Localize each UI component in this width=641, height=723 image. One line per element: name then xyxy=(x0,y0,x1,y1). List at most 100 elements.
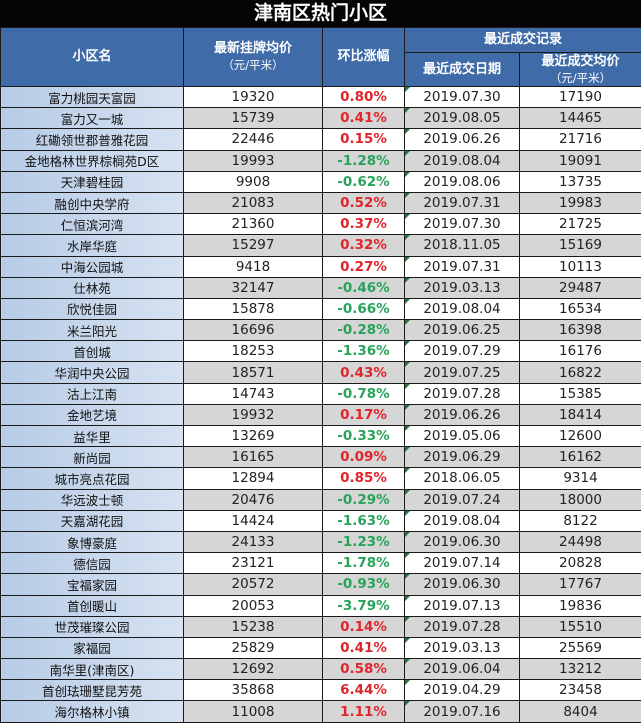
list-price-cell: 25829 xyxy=(183,636,323,660)
deal-date-cell: 2019.06.26 xyxy=(404,403,520,427)
table-row: 象博豪庭 24133 -1.23% 2019.06.30 24498 xyxy=(0,530,641,554)
list-price-cell: 11008 xyxy=(183,700,323,723)
deal-price-cell: 29487 xyxy=(518,276,641,299)
list-price-cell: 35868 xyxy=(183,679,323,702)
deal-date-cell: 2019.07.28 xyxy=(404,382,520,405)
deal-date-cell: 2019.06.30 xyxy=(404,530,520,554)
change-cell: -1.36% xyxy=(322,340,405,363)
list-price-cell: 20572 xyxy=(183,573,323,596)
deal-price-cell: 8122 xyxy=(518,509,641,532)
change-cell: -3.79% xyxy=(322,594,405,617)
list-price-cell: 14424 xyxy=(183,509,323,532)
list-price-cell: 18253 xyxy=(183,340,323,363)
deal-date-cell: 2019.07.31 xyxy=(404,255,520,278)
deal-price-cell: 19836 xyxy=(518,594,641,617)
name-cell: 金地艺境 xyxy=(0,403,184,427)
name-cell: 沽上江南 xyxy=(0,382,184,405)
name-cell: 新尚园 xyxy=(0,446,184,469)
change-cell: -0.66% xyxy=(322,297,405,321)
table-row: 米兰阳光 16696 -0.28% 2019.06.25 16398 xyxy=(0,319,641,342)
deal-date-cell: 2019.05.06 xyxy=(404,424,520,448)
table-body: 富力桃园天富园 19320 0.80% 2019.07.30 17190 富力又一城 157… xyxy=(0,85,641,723)
deal-price-cell: 15385 xyxy=(518,382,641,405)
change-cell: 1.11% xyxy=(322,700,405,723)
table-row: 新尚园 16165 0.09% 2019.06.29 16162 xyxy=(0,446,641,469)
deal-price-cell: 13212 xyxy=(518,658,641,681)
deal-date-cell: 2019.08.05 xyxy=(404,107,520,130)
name-cell: 德信园 xyxy=(0,552,184,575)
table-row: 益华里 13269 -0.33% 2019.05.06 12600 xyxy=(0,424,641,448)
table-row: 家福园 25829 0.41% 2019.03.13 25569 xyxy=(0,636,641,660)
list-price-cell: 19932 xyxy=(183,403,323,427)
name-cell: 华润中央公园 xyxy=(0,361,184,384)
name-cell: 世茂璀璨公园 xyxy=(0,615,184,638)
list-price-cell: 32147 xyxy=(183,276,323,299)
name-cell: 首创暖山 xyxy=(0,594,184,617)
table-row: 融创中央学府 21083 0.52% 2019.07.31 19983 xyxy=(0,191,641,215)
header-recent-price: 最近成交均价 （元/平米） xyxy=(518,52,641,87)
table-row: 天嘉湖花园 14424 -1.63% 2019.08.04 8122 xyxy=(0,509,641,532)
table-row: 华润中央公园 18571 0.43% 2019.07.25 16822 xyxy=(0,361,641,384)
list-price-cell: 15297 xyxy=(183,234,323,257)
name-cell: 象博豪庭 xyxy=(0,530,184,554)
deal-date-cell: 2019.07.29 xyxy=(404,340,520,363)
deal-date-cell: 2019.07.30 xyxy=(404,85,520,109)
change-cell: -1.63% xyxy=(322,509,405,532)
change-cell: 6.44% xyxy=(322,679,405,702)
table-row: 仕林苑 32147 -0.46% 2019.03.13 29487 xyxy=(0,276,641,299)
deal-date-cell: 2019.07.28 xyxy=(404,615,520,638)
change-cell: 0.37% xyxy=(322,213,405,236)
deal-price-cell: 18000 xyxy=(518,488,641,511)
table-row: 华远波士顿 20476 -0.29% 2019.07.24 18000 xyxy=(0,488,641,511)
name-cell: 中海公园城 xyxy=(0,255,184,278)
deal-price-cell: 21716 xyxy=(518,128,641,151)
table-row: 中海公园城 9418 0.27% 2019.07.31 10113 xyxy=(0,255,641,278)
name-cell: 宝福家园 xyxy=(0,573,184,596)
header-change: 环比涨幅 xyxy=(322,27,405,87)
table-row: 首创珐珊墅昆芳苑 35868 6.44% 2019.04.29 23458 xyxy=(0,679,641,702)
community-price-table: 小区名 最新挂牌均价 （元/平米） 环比涨幅 最近成交记录 最近成交日期 最近成… xyxy=(0,27,641,723)
name-cell: 海尔格林小镇 xyxy=(0,700,184,723)
name-cell: 欣悦佳园 xyxy=(0,297,184,321)
deal-price-cell: 15510 xyxy=(518,615,641,638)
list-price-cell: 19993 xyxy=(183,149,323,172)
list-price-cell: 15238 xyxy=(183,615,323,638)
deal-price-cell: 18414 xyxy=(518,403,641,427)
table-row: 德信园 23121 -1.78% 2019.07.14 20828 xyxy=(0,552,641,575)
list-price-cell: 22446 xyxy=(183,128,323,151)
change-cell: -0.28% xyxy=(322,319,405,342)
name-cell: 富力桃园天富园 xyxy=(0,85,184,109)
change-cell: 0.43% xyxy=(322,361,405,384)
deal-date-cell: 2019.06.30 xyxy=(404,573,520,596)
table-row: 首创暖山 20053 -3.79% 2019.07.13 19836 xyxy=(0,594,641,617)
table-row: 富力桃园天富园 19320 0.80% 2019.07.30 17190 xyxy=(0,85,641,109)
change-cell: 0.32% xyxy=(322,234,405,257)
change-cell: 0.09% xyxy=(322,446,405,469)
change-cell: -1.23% xyxy=(322,530,405,554)
deal-date-cell: 2019.06.26 xyxy=(404,128,520,151)
table-row: 宝福家园 20572 -0.93% 2019.06.30 17767 xyxy=(0,573,641,596)
header-recent-price-unit: （元/平米） xyxy=(549,70,612,85)
deal-date-cell: 2019.07.16 xyxy=(404,700,520,723)
table-row: 海尔格林小镇 11008 1.11% 2019.07.16 8404 xyxy=(0,700,641,723)
table-row: 仁恒滨河湾 21360 0.37% 2019.07.30 21725 xyxy=(0,213,641,236)
list-price-cell: 16165 xyxy=(183,446,323,469)
deal-date-cell: 2019.07.30 xyxy=(404,213,520,236)
list-price-cell: 15739 xyxy=(183,107,323,130)
change-cell: 0.80% xyxy=(322,85,405,109)
deal-date-cell: 2019.06.04 xyxy=(404,658,520,681)
deal-price-cell: 21725 xyxy=(518,213,641,236)
change-cell: -0.46% xyxy=(322,276,405,299)
deal-price-cell: 9314 xyxy=(518,467,641,490)
header-recent-group: 最近成交记录 xyxy=(403,27,641,53)
deal-date-cell: 2019.07.24 xyxy=(404,488,520,511)
name-cell: 红磡领世郡普雅花园 xyxy=(0,128,184,151)
name-cell: 家福园 xyxy=(0,636,184,660)
table-row: 欣悦佳园 15878 -0.66% 2019.08.04 16534 xyxy=(0,297,641,321)
change-cell: -1.78% xyxy=(322,552,405,575)
change-cell: -0.29% xyxy=(322,488,405,511)
list-price-cell: 9908 xyxy=(183,170,323,193)
deal-price-cell: 16822 xyxy=(518,361,641,384)
name-cell: 南华里(津南区) xyxy=(0,658,184,681)
table-row: 城市亮点花园 12894 0.85% 2018.06.05 9314 xyxy=(0,467,641,490)
